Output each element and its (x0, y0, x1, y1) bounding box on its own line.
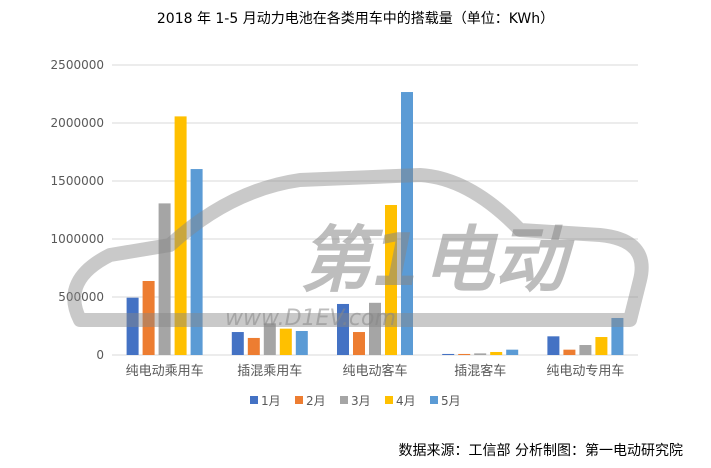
bar-3月 (369, 302, 381, 355)
y-tick-label: 1500000 (51, 174, 104, 188)
bar-1月 (442, 353, 455, 355)
bar-1月 (231, 332, 244, 355)
bar-4月 (385, 205, 397, 355)
y-tick-label: 2000000 (51, 116, 104, 130)
watermark-url: www.D1EV.com (225, 306, 396, 331)
bar-3月 (579, 345, 592, 355)
bar-2月 (563, 349, 576, 355)
watermark-car-outline (67, 168, 649, 327)
legend-label: 1月 (261, 394, 281, 408)
bar-5月 (190, 169, 203, 355)
bar-4月 (174, 116, 187, 355)
y-tick-label: 500000 (58, 290, 104, 304)
y-tick-label: 1000000 (51, 232, 104, 246)
source-note: 数据来源：工信部 分析制图：第一电动研究院 (398, 443, 683, 459)
legend-swatch (430, 396, 438, 404)
legend-label: 2月 (306, 394, 326, 408)
legend-label: 4月 (396, 394, 416, 408)
y-tick-label: 0 (96, 348, 104, 362)
bar-1月 (126, 297, 139, 355)
legend-swatch (385, 396, 393, 404)
legend-swatch (340, 396, 348, 404)
bar-5月 (401, 92, 413, 355)
bar-2月 (353, 332, 365, 355)
bar-3月 (474, 353, 487, 355)
bar-2月 (247, 337, 260, 355)
bar-4月 (490, 351, 503, 355)
bar-5月 (611, 317, 624, 355)
bar-3月 (263, 323, 276, 355)
x-tick-label: 插混客车 (454, 363, 506, 379)
bar-5月 (506, 349, 519, 355)
watermark-logo-text: 第1电动 (300, 218, 575, 302)
bar-5月 (295, 330, 308, 355)
bar-1月 (337, 303, 349, 355)
bar-4月 (279, 328, 292, 355)
bar-3月 (158, 203, 171, 355)
bar-2月 (458, 353, 471, 355)
bar-2月 (142, 280, 155, 355)
legend-label: 5月 (441, 394, 461, 408)
legend-label: 3月 (351, 394, 371, 408)
x-tick-label: 纯电动专用车 (546, 363, 624, 379)
y-tick-label: 2500000 (51, 58, 104, 72)
chart-title: 2018 年 1-5 月动力电池在各类用车中的搭载量（单位：KWh） (156, 11, 555, 27)
bar-4月 (595, 337, 608, 355)
x-tick-label: 插混乘用车 (237, 363, 302, 379)
legend-swatch (295, 396, 303, 404)
x-tick-label: 纯电动乘用车 (126, 363, 204, 379)
legend-swatch (250, 396, 258, 404)
x-tick-label: 纯电动客车 (342, 363, 407, 379)
bar-1月 (547, 336, 560, 355)
